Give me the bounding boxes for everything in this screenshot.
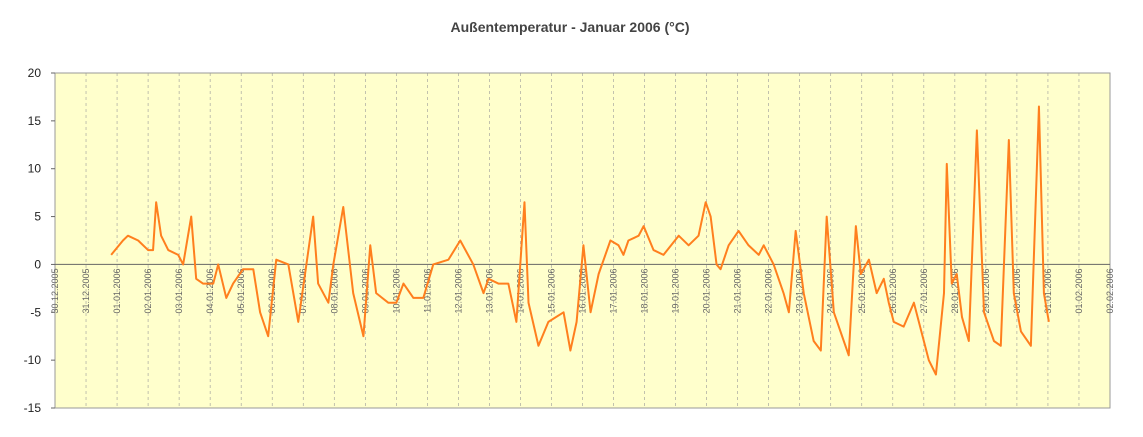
x-tick-label: 25.01.2006 <box>857 268 867 313</box>
x-tick-label: 02.02.2006 <box>1105 268 1115 313</box>
x-tick-label: 24.01.2006 <box>826 268 836 313</box>
x-tick-label: 18.01.2006 <box>640 268 650 313</box>
x-tick-label: 15.01.2006 <box>546 268 556 313</box>
x-tick-label: 28.01.2006 <box>950 268 960 313</box>
x-tick-label: 04.01.2006 <box>205 268 215 313</box>
x-tick-label: 26.01.2006 <box>888 268 898 313</box>
y-tick-label: -10 <box>24 353 42 367</box>
x-tick-label: 27.01.2006 <box>919 268 929 313</box>
y-tick-label: 10 <box>28 162 42 176</box>
x-tick-label: 03.01.2006 <box>174 268 184 313</box>
x-tick-label: 11.01.2006 <box>422 268 432 312</box>
x-tick-label: 13.01.2006 <box>484 268 494 313</box>
x-tick-label: 14.01.2006 <box>515 268 525 313</box>
x-tick-label: 20.01.2006 <box>702 268 712 313</box>
x-tick-label: 16.01.2006 <box>578 268 588 313</box>
x-tick-label: 08.01.2006 <box>329 268 339 313</box>
x-tick-label: 29.01.2006 <box>981 268 991 313</box>
x-tick-label: 19.01.2006 <box>671 268 681 313</box>
x-tick-label: 01.01.2006 <box>112 268 122 313</box>
x-tick-label: 10.01.2006 <box>391 268 401 313</box>
x-tick-label: 30.12.2005 <box>50 268 60 313</box>
x-tick-label: 17.01.2006 <box>609 268 619 313</box>
x-tick-label: 02.01.2006 <box>143 268 153 313</box>
x-tick-label: 23.01.2006 <box>795 268 805 313</box>
y-tick-label: 20 <box>28 66 42 80</box>
y-tick-label: -15 <box>24 401 42 415</box>
y-tick-label: 0 <box>34 257 41 271</box>
x-tick-label: 31.12.2005 <box>81 268 91 313</box>
x-tick-label: 22.01.2006 <box>764 268 774 313</box>
x-tick-label: 05.01.2006 <box>236 268 246 313</box>
chart-title: Außentemperatur - Januar 2006 (°C) <box>451 19 690 35</box>
x-tick-label: 09.01.2006 <box>360 268 370 313</box>
y-tick-label: 15 <box>28 114 42 128</box>
x-tick-label: 31.01.2006 <box>1043 268 1053 313</box>
x-tick-label: 21.01.2006 <box>733 268 743 313</box>
y-tick-label: -5 <box>30 305 41 319</box>
x-tick-label: 12.01.2006 <box>453 268 463 313</box>
x-tick-label: 01.02.2006 <box>1074 268 1084 313</box>
x-tick-label: 30.01.2006 <box>1012 268 1022 313</box>
y-tick-label: 5 <box>34 210 41 224</box>
temperature-line <box>110 105 1050 376</box>
